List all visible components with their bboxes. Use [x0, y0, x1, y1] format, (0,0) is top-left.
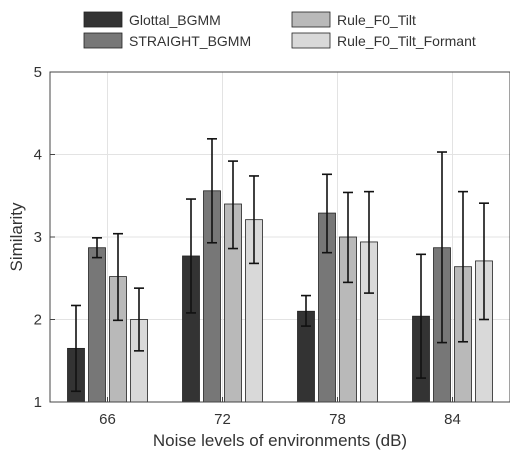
- y-tick-label: 1: [34, 394, 42, 411]
- y-tick-label: 4: [34, 147, 42, 164]
- y-ticks: 1 2 3 4 5: [34, 64, 55, 411]
- legend-swatch: [291, 32, 331, 49]
- y-axis-label: Similarity: [7, 202, 26, 271]
- legend-swatch: [83, 11, 123, 28]
- x-tick-label: 72: [214, 411, 231, 428]
- legend-label: Glottal_BGMM: [129, 12, 221, 28]
- legend-swatch: [291, 11, 331, 28]
- legend-swatch: [83, 32, 123, 49]
- x-axis-label: Noise levels of environments (dB): [153, 431, 407, 450]
- x-tick-label: 78: [329, 411, 346, 428]
- bars: [67, 190, 493, 403]
- y-tick-label: 2: [34, 312, 42, 329]
- x-tick-label: 84: [444, 411, 461, 428]
- legend: Glottal_BGMM STRAIGHT_BGMM Rule_F0_Tilt Rul…: [83, 11, 476, 49]
- y-tick-label: 5: [34, 64, 42, 81]
- x-tick-label: 66: [99, 411, 116, 428]
- x-ticks: 66 72 78 84: [99, 397, 461, 428]
- error-bars: [71, 138, 489, 393]
- legend-label: Rule_F0_Tilt_Formant: [337, 33, 476, 49]
- legend-label: Rule_F0_Tilt: [337, 12, 416, 28]
- y-tick-label: 3: [34, 229, 42, 246]
- legend-label: STRAIGHT_BGMM: [129, 33, 251, 49]
- bar-straight-bgmm-66: [88, 247, 106, 403]
